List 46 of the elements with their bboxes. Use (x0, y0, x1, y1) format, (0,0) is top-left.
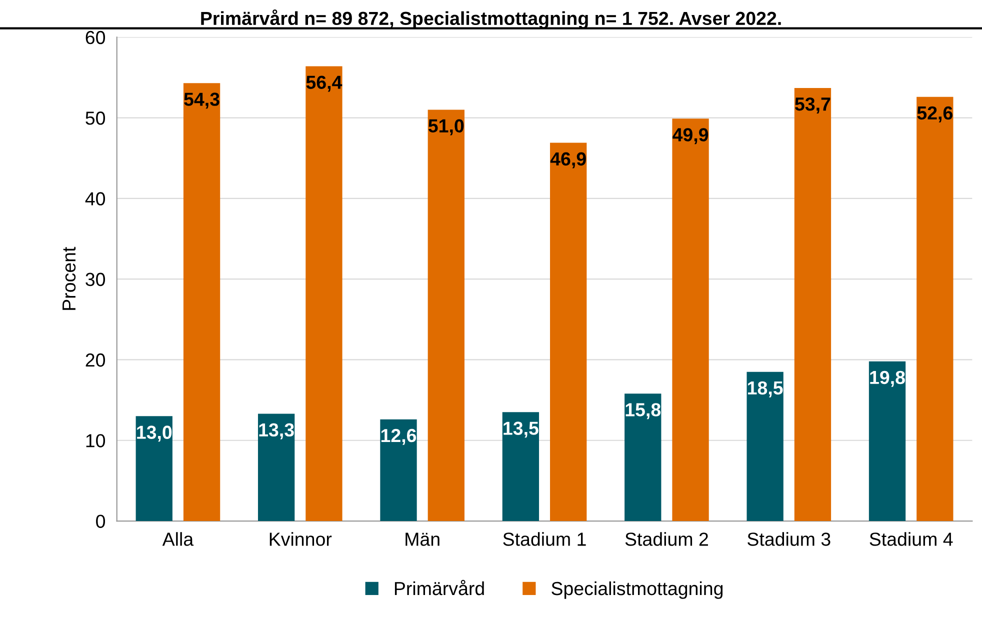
bar (746, 372, 784, 522)
y-tick-label: 30 (86, 272, 106, 286)
bar (380, 419, 417, 522)
data-label: 53,7 (795, 97, 830, 114)
chart-title: Primärvård n= 89 872, Specialistmottagning n= 1 752. Avser 2022. (201, 9, 781, 29)
data-label: 52,6 (917, 106, 952, 122)
y-tick-label: 20 (86, 353, 106, 367)
bar (258, 414, 295, 522)
data-label: 54,3 (184, 92, 220, 109)
data-label: 13,0 (137, 426, 172, 442)
data-label: 51,0 (428, 119, 464, 136)
x-tick-label: Män (406, 532, 440, 546)
data-label: 19,8 (870, 370, 905, 387)
bar (306, 66, 342, 522)
x-tick-label: Stadium 3 (748, 532, 830, 546)
bar (183, 83, 220, 522)
legend-label: Primärvård (394, 580, 484, 596)
data-label: 46,9 (550, 152, 586, 168)
x-tick-label: Alla (162, 532, 194, 546)
y-tick-label: 50 (86, 112, 106, 125)
y-tick-label: 40 (85, 192, 106, 206)
bar (624, 394, 662, 522)
x-tick-label: Kvinnor (270, 532, 332, 546)
data-label: 56,4 (306, 76, 342, 92)
bar (868, 361, 906, 522)
data-label: 49,9 (672, 128, 708, 144)
bar (794, 88, 832, 522)
y-axis-title: Procent (62, 246, 76, 310)
data-label: 13,5 (504, 422, 538, 438)
bar (672, 118, 709, 522)
x-tick-label: Stadium 2 (625, 532, 708, 546)
x-tick-label: Stadium 4 (870, 532, 953, 546)
data-label: 15,8 (626, 403, 661, 420)
data-label: 18,5 (748, 381, 783, 398)
legend-label: Specialistmottagning (552, 581, 723, 599)
data-label: 13,3 (259, 423, 294, 440)
bar (550, 142, 587, 522)
data-label: 12,6 (381, 428, 416, 445)
bar (136, 416, 172, 522)
bar (428, 110, 464, 522)
bar (916, 96, 954, 522)
y-tick-label: 10 (86, 434, 106, 448)
y-tick-label: 0 (96, 514, 106, 528)
y-tick-label: 60 (86, 30, 106, 44)
bar (502, 412, 540, 522)
x-tick-label: Stadium 1 (503, 532, 586, 546)
